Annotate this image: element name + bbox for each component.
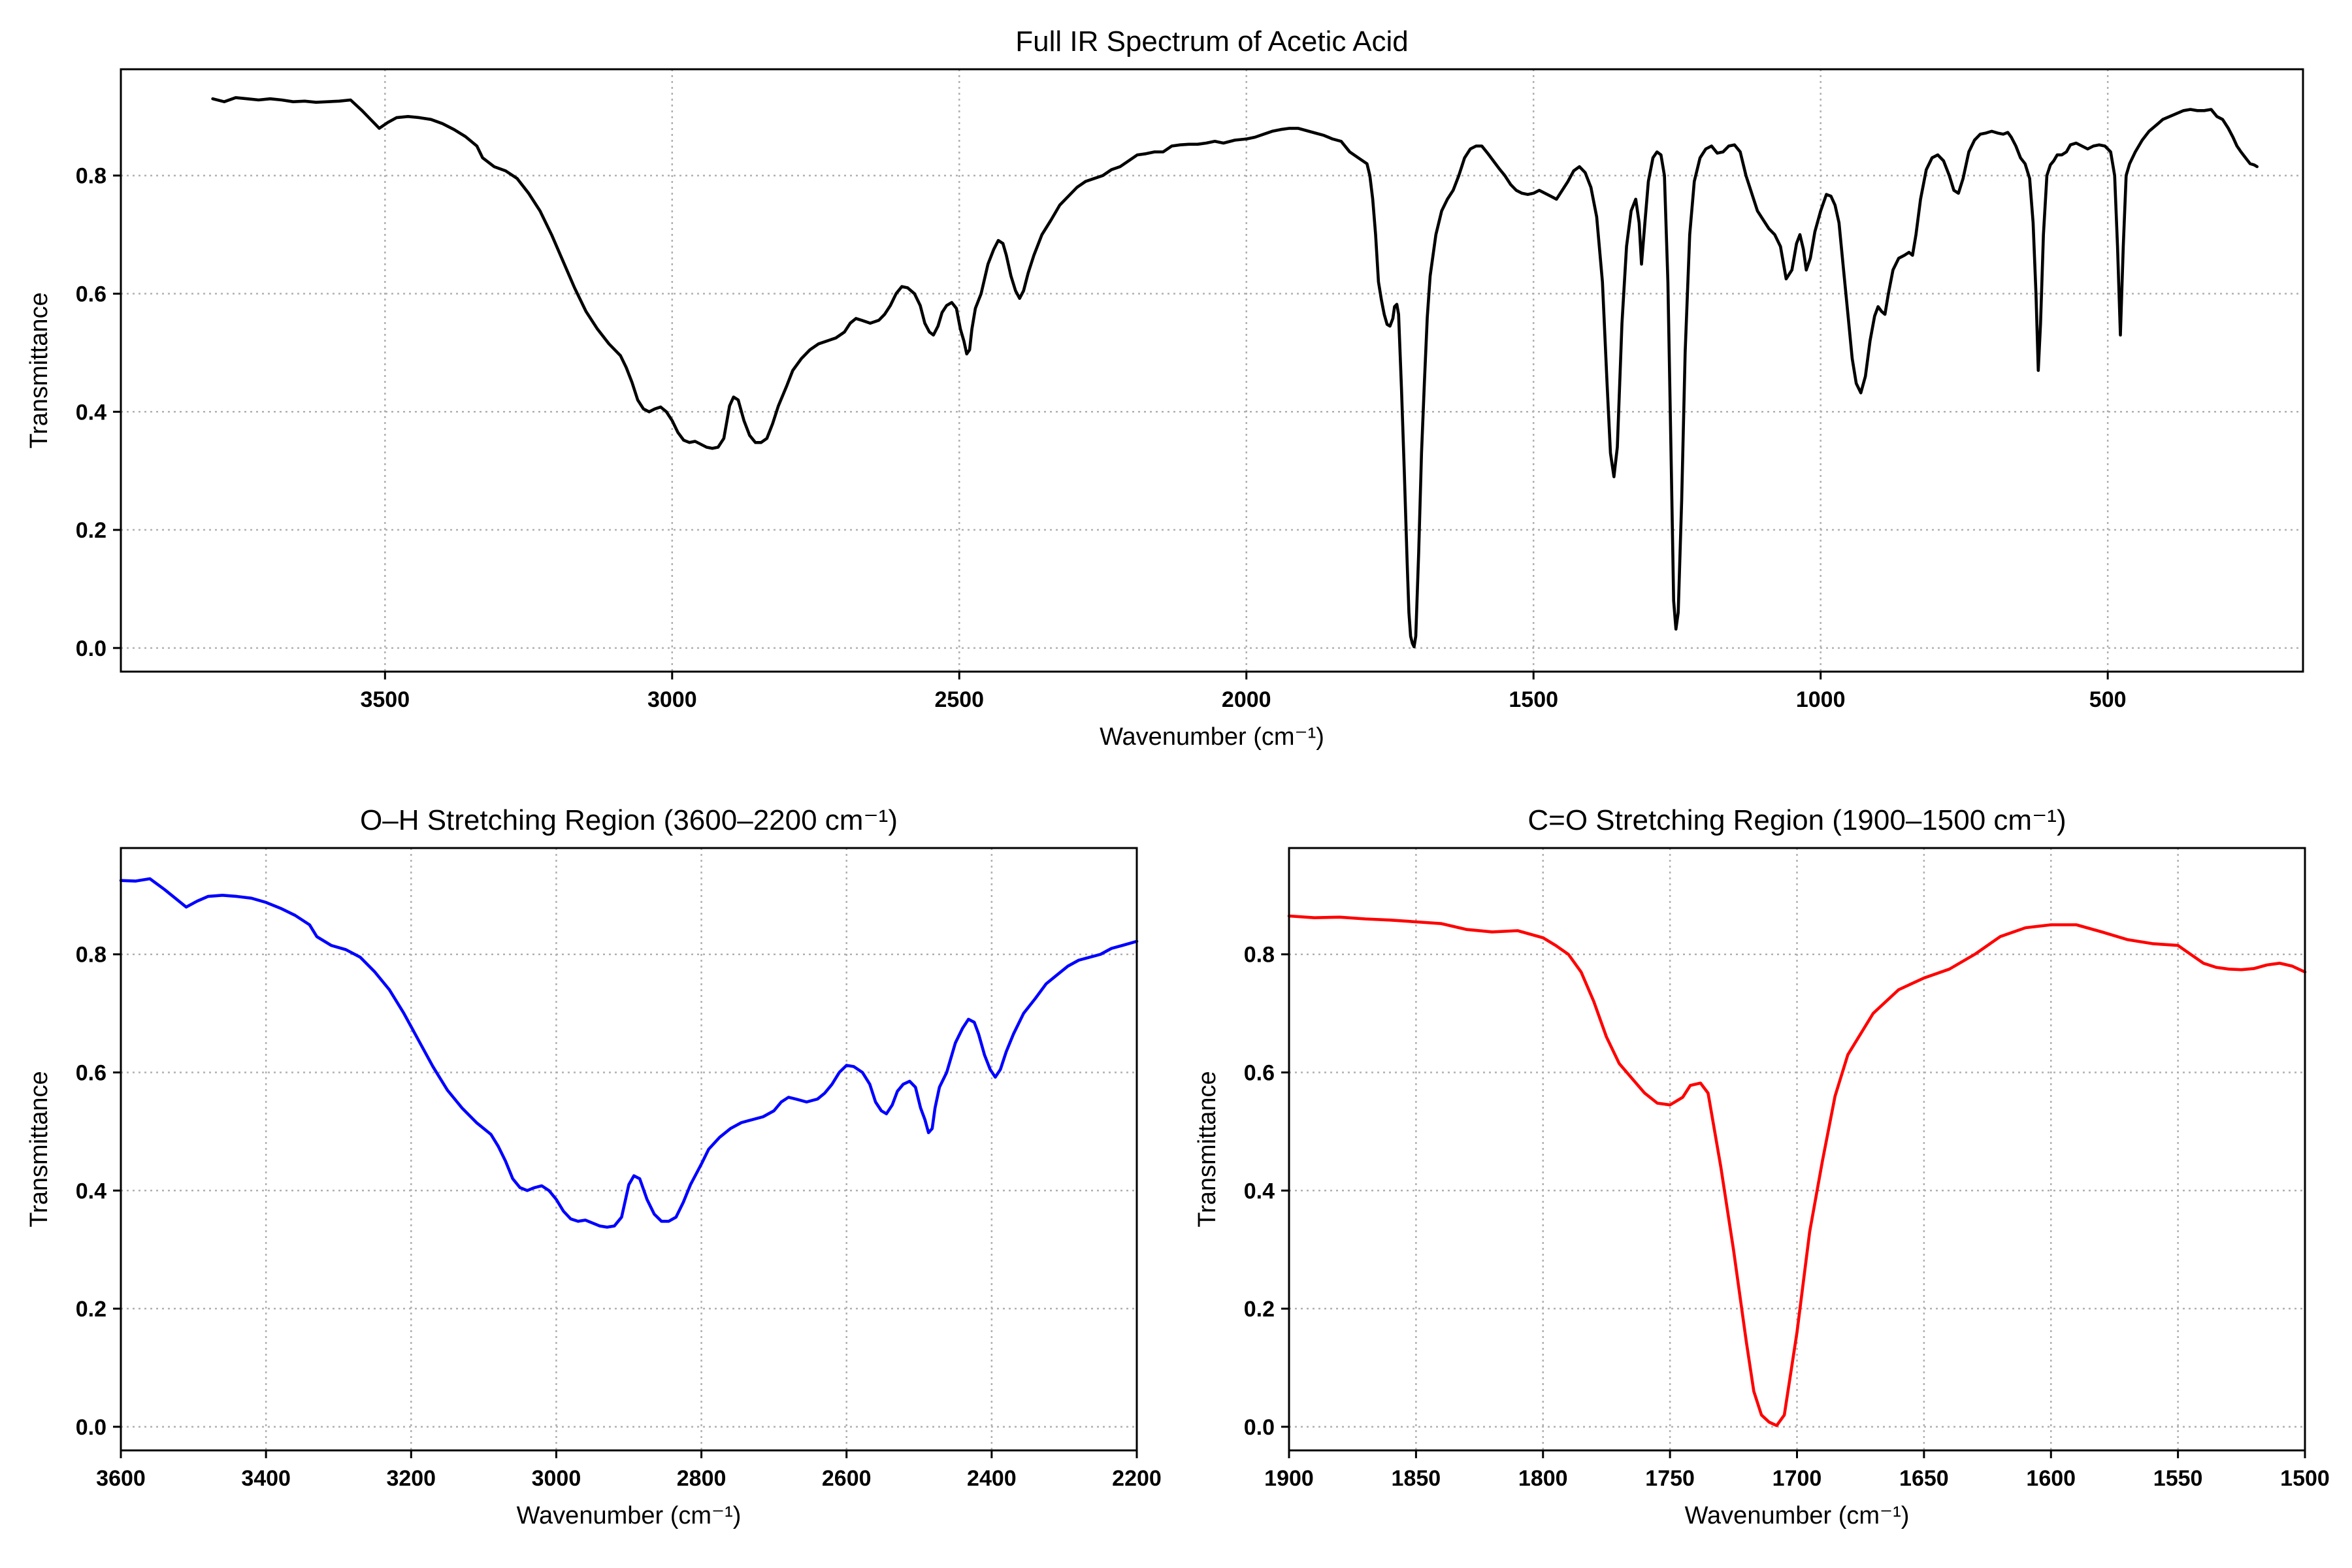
xtick-label: 1500 [2280,1466,2330,1491]
ytick-label: 0.2 [1244,1297,1275,1322]
xtick-label: 1500 [1509,687,1558,712]
y-axis-label: Transmittance [25,292,53,448]
ytick-label: 0.6 [76,1060,106,1085]
xtick-label: 3000 [532,1466,581,1491]
ytick-label: 0.0 [1244,1415,1275,1440]
spectrum-line [1287,914,2307,1428]
xtick-label: 2600 [822,1466,872,1491]
ytick-label: 0.0 [76,1415,106,1440]
x-axis-label: Wavenumber (cm⁻¹) [1685,1502,1910,1529]
xtick-label: 1000 [1796,687,1846,712]
y-axis-label: Transmittance [25,1071,53,1227]
plot-frame [120,847,1138,1452]
chart-title: O–H Stretching Region (3600–2200 cm⁻¹) [360,804,898,836]
xtick-label: 3400 [241,1466,291,1491]
spectrum-line [119,877,1139,1229]
xtick-label: 1700 [1772,1466,1822,1491]
xtick-label: 1750 [1645,1466,1695,1491]
x-axis-label: Wavenumber (cm⁻¹) [517,1502,742,1529]
xtick-label: 2500 [934,687,984,712]
xtick-label: 3000 [647,687,697,712]
ytick-label: 0.2 [76,518,106,543]
xtick-label: 2400 [967,1466,1017,1491]
panel-oh-stretch: 3600 3400 3200 3000 2800 2600 2400 2200 0.0 0.2 0.… [25,804,1162,1529]
xtick-label: 1900 [1264,1466,1314,1491]
spectrum-line [211,96,2259,649]
x-axis-label: Wavenumber (cm⁻¹) [1100,723,1324,751]
ytick-label: 0.8 [76,164,106,189]
panel-full-spectrum: 3500 3000 2500 2000 1500 1000 500 0.0 0.2 0.4 0.6 0… [25,25,2304,751]
ytick-label: 0.6 [76,282,106,306]
xtick-label: 500 [2089,687,2127,712]
xtick-label: 2800 [677,1466,727,1491]
chart-title: Full IR Spectrum of Acetic Acid [1015,25,1409,57]
xtick-label: 1600 [2026,1466,2076,1491]
xtick-label: 3500 [360,687,410,712]
panel-co-stretch: 1900 1850 1800 1750 1700 1650 1600 1550 1500 0.0 0… [1194,804,2330,1529]
xtick-label: 2200 [1112,1466,1162,1491]
xtick-label: 1650 [1899,1466,1949,1491]
xtick-label: 1800 [1518,1466,1568,1491]
ytick-label: 0.8 [1244,943,1275,968]
xtick-label: 1850 [1392,1466,1441,1491]
ytick-label: 0.8 [76,943,106,968]
xtick-label: 3200 [386,1466,436,1491]
chart-title: C=O Stretching Region (1900–1500 cm⁻¹) [1527,804,2066,836]
xtick-label: 2000 [1222,687,1271,712]
ytick-label: 0.4 [76,1179,106,1203]
xtick-label: 3600 [96,1466,146,1491]
xtick-label: 1550 [2153,1466,2203,1491]
plot-frame [120,68,2304,673]
ytick-label: 0.4 [1244,1179,1275,1203]
y-axis-label: Transmittance [1194,1071,1221,1227]
ytick-label: 0.0 [76,636,106,661]
ytick-label: 0.2 [76,1297,106,1322]
ytick-label: 0.6 [1244,1060,1275,1085]
ytick-label: 0.4 [76,400,106,425]
